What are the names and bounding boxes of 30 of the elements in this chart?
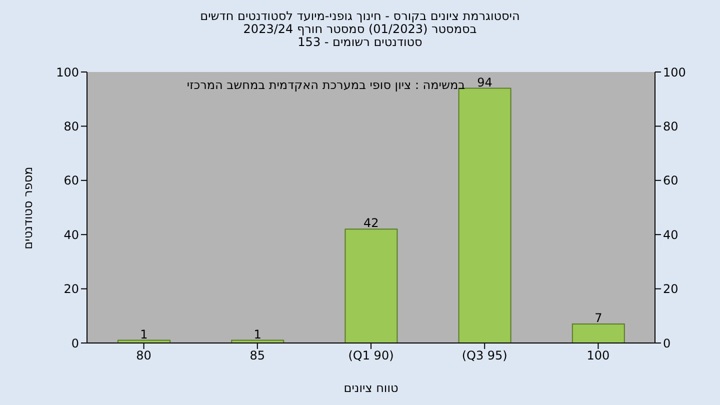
bar [572,324,625,343]
x-tick-label: 85 [250,348,266,363]
chart-title: היסטוגרמת ציונים בקורס - חינוך גופני-מיועד לסטודנטים חדשים [199,9,521,23]
bar [344,228,398,343]
y2-tick-label: 20 [663,282,678,296]
x-axis-title: טווח ציונים [344,381,398,395]
x-tick-label: (Q1 90) [348,348,394,363]
y2-tick-label: 40 [663,228,678,242]
y-tick-label: 60 [64,174,79,188]
y-axis-title: מספר סטודנטים [21,166,35,250]
x-tick-label: (Q3 95) [462,348,508,363]
data-label: 94 [477,75,492,90]
data-label: 1 [140,327,148,342]
x-tick-label: 80 [136,348,152,363]
y-tick-label: 20 [64,282,79,296]
data-label: 7 [594,311,602,326]
bar [458,88,512,343]
data-label: 42 [364,216,379,230]
y2-tick-label: 60 [663,174,678,188]
y2-tick-label: 0 [663,336,671,350]
y2-tick-label: 80 [663,119,678,134]
y-tick-label: 80 [64,119,79,134]
annotation: במשימה : ציון סופי במערכת האקדמית במחשב המרכזי [186,78,466,92]
chart-subtitle: בסמסטר (01/2023) סמסטר חורף 2023/24 סטודנטים רשומים - 153 [242,22,478,49]
data-label: 1 [254,327,262,342]
y-tick-label: 40 [64,228,79,242]
y2-tick-label: 100 [663,65,686,80]
y-tick-label: 0 [71,336,79,350]
y-tick-label: 100 [56,65,79,80]
x-tick-label: 100 [586,348,610,363]
